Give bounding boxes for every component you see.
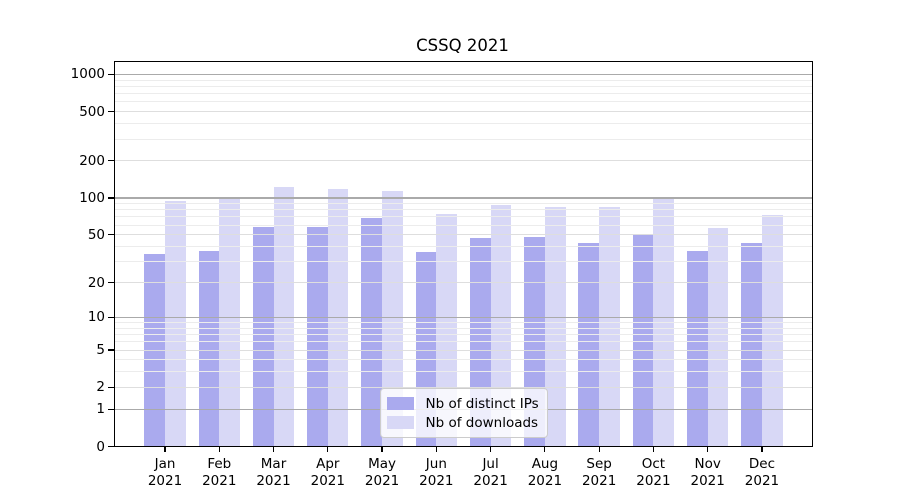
x-tick-label-jan: Jan 2021 (147, 456, 183, 489)
gridline-7 (115, 334, 812, 336)
y-tick-10 (107, 316, 114, 318)
bar-downloads-nov (707, 227, 729, 446)
gridline-40 (115, 246, 812, 247)
y-tick-label-1: 1 (96, 401, 105, 418)
bar-downloads-mar (273, 187, 295, 446)
y-tick-1000 (107, 73, 114, 76)
bar-ips-oct (632, 233, 654, 446)
gridline-80 (115, 209, 812, 211)
x-tick-jul (490, 447, 492, 453)
legend-swatch-distinct-ips (386, 397, 414, 410)
x-tick-label-apr: Apr 2021 (310, 456, 345, 489)
x-tick-label-feb: Feb 2021 (202, 456, 237, 489)
y-tick-2 (107, 386, 114, 388)
gridline-70 (115, 216, 812, 218)
gridline-1000 (115, 73, 812, 76)
legend: Nb of distinct IPs Nb of downloads (379, 388, 548, 438)
y-tick-50 (107, 234, 114, 236)
bar-ips-mar (252, 226, 274, 446)
x-tick-label-dec: Dec 2021 (744, 456, 780, 489)
bar-ips-sep (578, 242, 600, 446)
x-tick-label-aug: Aug 2021 (527, 456, 563, 489)
gridline-800 (115, 85, 812, 87)
gridline-6 (115, 341, 812, 343)
bar-downloads-sep (599, 206, 620, 446)
y-tick-label-100: 100 (79, 189, 105, 206)
gridline-600 (115, 101, 812, 103)
x-tick-may (381, 447, 383, 453)
y-tick-label-200: 200 (79, 152, 105, 169)
gridline-200 (115, 160, 812, 162)
y-tick-label-50: 50 (87, 226, 105, 243)
y-tick-200 (107, 160, 114, 162)
legend-swatch-downloads (386, 416, 414, 429)
gridline-900 (115, 79, 812, 81)
x-tick-jun (435, 447, 437, 453)
bar-ips-feb (198, 250, 220, 446)
x-tick-dec (761, 447, 763, 453)
x-tick-apr (327, 447, 329, 453)
x-tick-jan (164, 447, 166, 453)
gridline-10 (115, 316, 812, 318)
x-tick-feb (218, 447, 220, 453)
bar-downloads-apr (327, 189, 349, 446)
x-tick-label-nov: Nov 2021 (690, 456, 725, 489)
bar-ips-dec (741, 242, 762, 446)
gridline-9 (115, 322, 812, 323)
y-tick-0 (107, 445, 114, 448)
y-tick-label-1000: 1000 (70, 66, 105, 83)
gridline-400 (115, 123, 812, 125)
gridline-3 (115, 371, 812, 373)
y-tick-label-0: 0 (96, 438, 105, 455)
gridline-30 (115, 261, 812, 263)
gridline-5 (115, 349, 812, 351)
y-tick-label-20: 20 (87, 274, 105, 291)
x-tick-label-may: May 2021 (364, 456, 400, 489)
legend-label-downloads: Nb of downloads (425, 414, 539, 431)
gridline-8 (115, 327, 812, 329)
gridline-90 (115, 203, 812, 205)
x-tick-mar (272, 447, 275, 453)
bar-ips-jan (144, 253, 165, 446)
bar-ips-apr (307, 226, 328, 446)
y-tick-5 (107, 349, 114, 351)
x-tick-label-sep: Sep 2021 (581, 456, 617, 489)
gridline-500 (115, 111, 812, 113)
bar-downloads-aug (544, 207, 566, 446)
gridline-20 (115, 282, 812, 284)
plot-area: Nb of distinct IPs Nb of downloads 1000 5… (71, 61, 813, 489)
x-tick-label-oct: Oct 2021 (636, 456, 671, 489)
bar-downloads-dec (761, 214, 783, 446)
legend-item-downloads: Nb of downloads (386, 413, 539, 432)
y-tick-label-10: 10 (87, 309, 105, 326)
x-tick-aug (544, 447, 546, 453)
gridline-100 (115, 197, 812, 199)
bar-ips-nov (687, 250, 708, 446)
gridline-60 (115, 224, 812, 226)
x-tick-nov (707, 447, 709, 453)
bar-downloads-oct (653, 197, 675, 446)
x-tick-oct (652, 447, 655, 453)
gridline-300 (115, 138, 812, 140)
y-tick-100 (107, 197, 114, 199)
legend-label-distinct-ips: Nb of distinct IPs (425, 395, 539, 412)
y-tick-label-2: 2 (96, 379, 105, 396)
y-tick-20 (107, 281, 114, 284)
y-tick-1 (107, 408, 114, 410)
legend-item-distinct-ips: Nb of distinct IPs (386, 394, 539, 413)
y-tick-500 (107, 111, 114, 113)
x-tick-label-mar: Mar 2021 (256, 456, 291, 489)
gridline-700 (115, 93, 812, 95)
x-tick-label-jun: Jun 2021 (419, 456, 454, 489)
bar-downloads-feb (219, 199, 240, 446)
x-tick-sep (598, 447, 600, 453)
gridline-4 (115, 359, 812, 361)
y-tick-label-5: 5 (96, 342, 105, 358)
gridline-50 (115, 234, 812, 236)
x-tick-label-jul: Jul 2021 (473, 456, 508, 489)
bar-downloads-jan (165, 201, 186, 446)
y-tick-label-500: 500 (79, 103, 105, 120)
chart-title: CSSQ 2021 (416, 36, 509, 55)
